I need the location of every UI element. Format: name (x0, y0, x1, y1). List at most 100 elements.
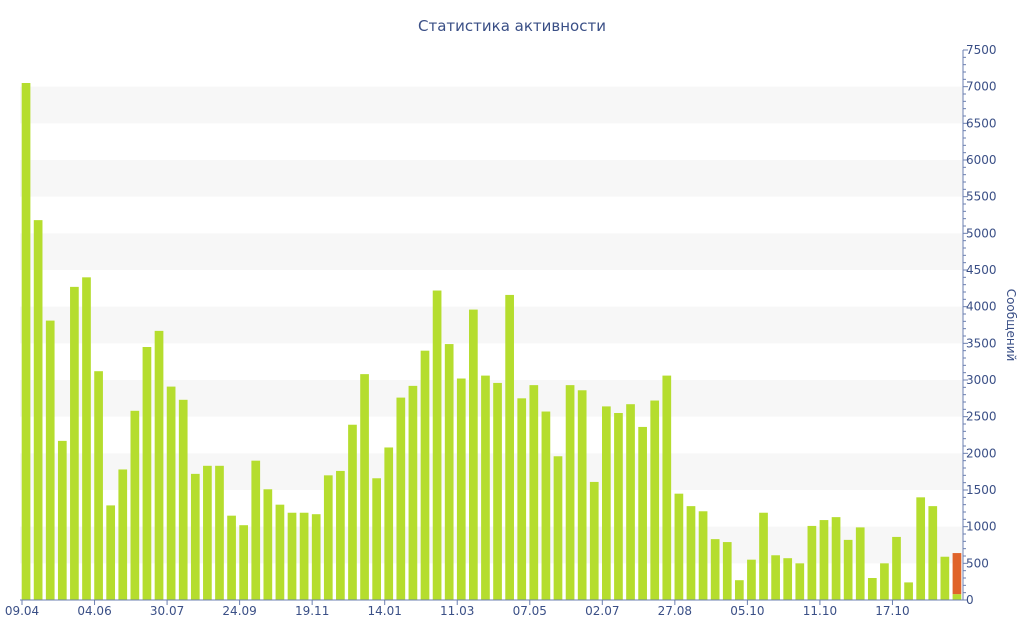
bar (21, 83, 31, 600)
bars (21, 83, 962, 600)
bar-segment-today (952, 553, 962, 595)
bar (45, 320, 55, 600)
x-tick-label: 11.03 (440, 604, 474, 618)
x-tick-label: 11.10 (803, 604, 837, 618)
y-tick-label: 4000 (966, 300, 997, 314)
bar (420, 350, 430, 600)
grid-band (20, 233, 963, 270)
bar (638, 426, 647, 600)
bar (33, 220, 43, 600)
bar (57, 440, 67, 600)
bar (650, 400, 660, 600)
bar (795, 563, 805, 600)
bar (759, 512, 768, 600)
bar (348, 424, 357, 600)
y-tick-label: 5500 (966, 190, 997, 204)
bar (82, 277, 91, 600)
bar (142, 347, 152, 600)
bar (311, 514, 321, 600)
y-tick-label: 6500 (966, 116, 997, 130)
bar (722, 542, 732, 600)
bar (529, 385, 539, 600)
bar (626, 404, 635, 600)
bar (154, 330, 164, 600)
bar (819, 520, 829, 600)
bar (444, 344, 454, 600)
y-tick-label: 3000 (966, 373, 997, 387)
y-tick-label: 1000 (966, 520, 997, 534)
bar (843, 539, 853, 600)
bar (372, 478, 381, 600)
bar (553, 456, 563, 600)
x-tick-label: 02.07 (585, 604, 619, 618)
bar (771, 555, 780, 600)
y-tick-label: 0 (966, 593, 974, 607)
bar (589, 481, 599, 600)
bar (239, 525, 249, 600)
bar (323, 475, 333, 600)
x-axis-ticks: 09.04 04.06 30.07 24.09 19.11 14.01 11.03 07.05… (5, 600, 910, 618)
bar (517, 398, 527, 600)
bar (940, 556, 950, 600)
bar (203, 465, 212, 600)
bar (674, 493, 684, 600)
bar (807, 525, 817, 600)
bar (662, 375, 672, 600)
bar (275, 504, 285, 600)
bar (263, 489, 273, 600)
bar (916, 497, 926, 600)
bar (577, 390, 587, 600)
bar (614, 413, 623, 600)
y-tick-label: 7000 (966, 80, 997, 94)
bar (892, 536, 901, 600)
bar (432, 290, 442, 600)
bar (130, 410, 140, 600)
y-axis-title: Сообщений (1004, 289, 1018, 362)
bar (928, 506, 938, 600)
x-tick-label: 30.07 (150, 604, 184, 618)
x-tick-label: 05.10 (730, 604, 764, 618)
bar (384, 447, 394, 600)
y-tick-label: 3500 (966, 336, 997, 350)
bar (70, 286, 79, 600)
y-tick-label: 1500 (966, 483, 997, 497)
y-axis-ticks: 0 500 1000 1500 2000 2500 3000 3500 4000 4500 5000… (963, 43, 997, 607)
chart-title: Статистика активности (418, 17, 606, 35)
bar (698, 511, 708, 600)
y-tick-label: 5000 (966, 226, 997, 240)
bar (456, 378, 466, 600)
bar (178, 399, 188, 600)
x-tick-label: 27.08 (658, 604, 692, 618)
grid-band (20, 380, 963, 417)
y-tick-label: 7500 (966, 43, 997, 57)
x-tick-label: 17.10 (875, 604, 909, 618)
bar (747, 559, 756, 600)
bar (118, 469, 128, 600)
bar (336, 470, 345, 600)
bar (855, 527, 865, 600)
x-tick-label: 14.01 (368, 604, 402, 618)
grid-bands (20, 86, 963, 564)
bar (190, 473, 200, 600)
grid-band (20, 306, 963, 344)
bar (94, 371, 103, 600)
bar (251, 460, 261, 600)
bar (952, 594, 962, 600)
grid-band (20, 86, 963, 124)
x-tick-label: 07.05 (513, 604, 547, 618)
bar (215, 465, 224, 600)
bar (287, 512, 297, 600)
x-tick-label: 04.06 (77, 604, 111, 618)
grid-band (20, 160, 963, 197)
bar (565, 385, 575, 600)
bar (299, 512, 309, 600)
bar (686, 506, 696, 600)
bar (831, 517, 841, 600)
y-tick-label: 2000 (966, 446, 997, 460)
bar (505, 294, 514, 600)
bar (493, 382, 502, 600)
y-tick-label: 500 (966, 556, 989, 570)
bar (904, 582, 913, 600)
x-tick-label: 19.11 (295, 604, 329, 618)
